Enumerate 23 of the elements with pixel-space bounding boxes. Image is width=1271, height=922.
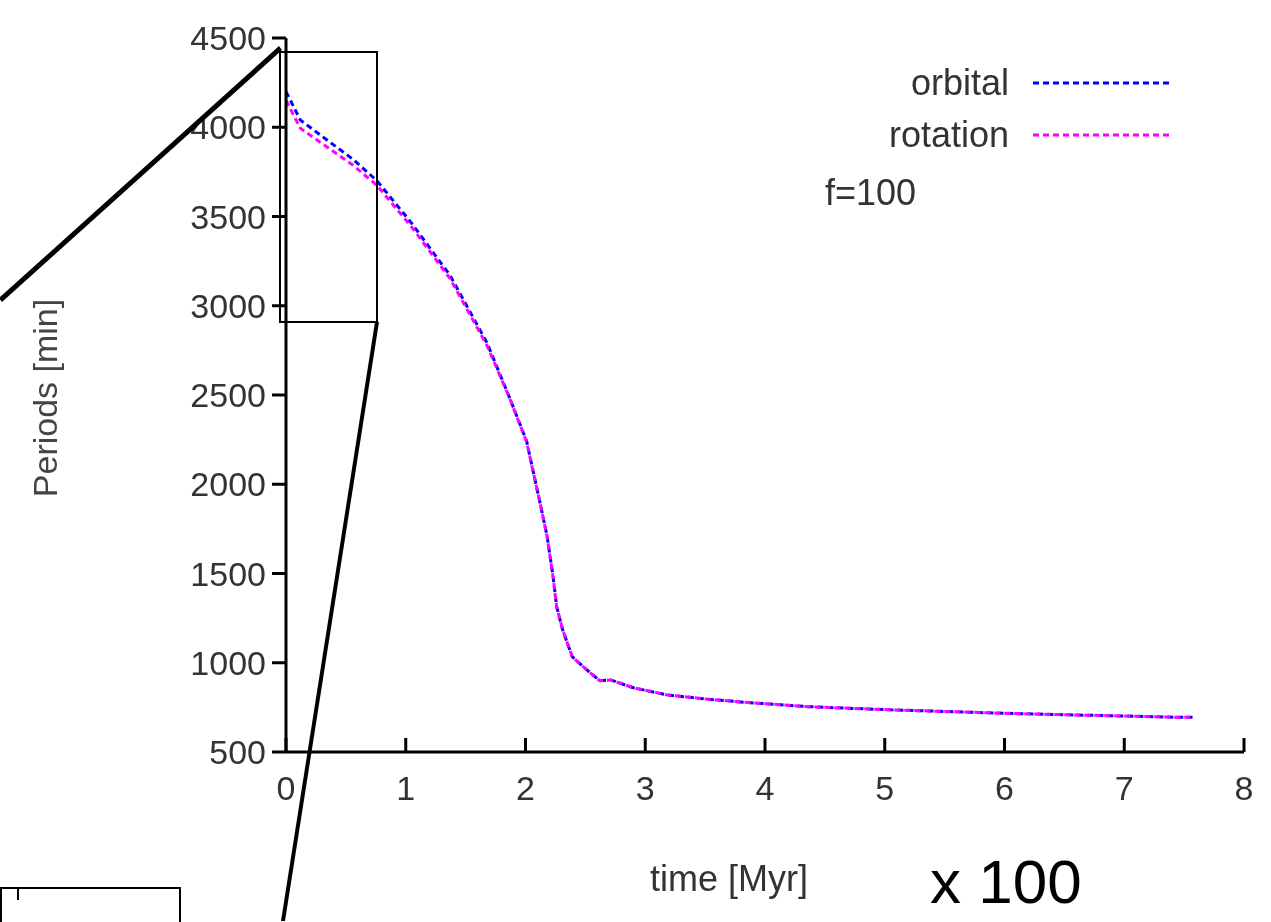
x-axis-title: time [Myr] — [650, 858, 808, 900]
x-tick-label: 3 — [635, 769, 655, 808]
y-tick-label: 4500 — [190, 19, 266, 58]
x-tick-label: 1 — [396, 769, 416, 808]
x-tick-label: 5 — [875, 769, 895, 808]
y-tick-label: 500 — [209, 733, 266, 772]
y-tick-label: 1500 — [190, 554, 266, 593]
x-tick-label: 8 — [1234, 769, 1254, 808]
y-tick-label: 2500 — [190, 376, 266, 415]
y-tick-label: 1000 — [190, 643, 266, 682]
x-tick-label: 2 — [516, 769, 535, 808]
legend-label: rotation — [888, 113, 1009, 157]
y-axis-title: Periods [min] — [25, 298, 65, 498]
text: x 100 — [930, 846, 1082, 917]
x-tick-label: 4 — [755, 769, 775, 808]
legend-label: orbital — [910, 61, 1009, 105]
annotation: f=100 — [825, 172, 917, 214]
x-tick-label: 7 — [1114, 769, 1134, 808]
y-tick-label: 2000 — [190, 465, 266, 504]
x-tick-label: 6 — [995, 769, 1014, 808]
x-tick-label: 0 — [276, 769, 296, 808]
y-tick-label: 3000 — [190, 286, 266, 325]
y-tick-label: 3500 — [190, 197, 266, 236]
